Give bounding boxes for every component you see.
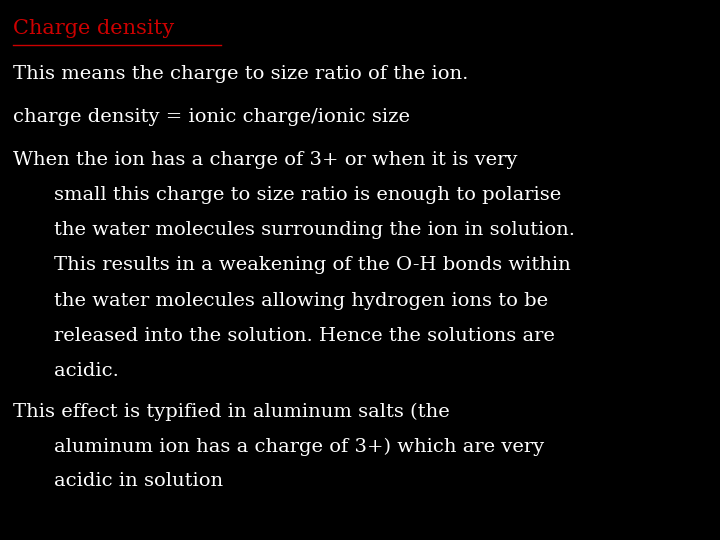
Text: acidic in solution: acidic in solution bbox=[54, 472, 223, 490]
Text: released into the solution. Hence the solutions are: released into the solution. Hence the so… bbox=[54, 327, 555, 345]
Text: Charge density: Charge density bbox=[13, 19, 174, 38]
Text: This results in a weakening of the O-H bonds within: This results in a weakening of the O-H b… bbox=[54, 256, 571, 274]
Text: the water molecules surrounding the ion in solution.: the water molecules surrounding the ion … bbox=[54, 221, 575, 239]
Text: the water molecules allowing hydrogen ions to be: the water molecules allowing hydrogen io… bbox=[54, 292, 548, 309]
Text: acidic.: acidic. bbox=[54, 362, 119, 380]
Text: small this charge to size ratio is enough to polarise: small this charge to size ratio is enoug… bbox=[54, 186, 562, 204]
Text: charge density = ionic charge/ionic size: charge density = ionic charge/ionic size bbox=[13, 108, 410, 126]
Text: This means the charge to size ratio of the ion.: This means the charge to size ratio of t… bbox=[13, 65, 468, 83]
Text: This effect is typified in aluminum salts (the: This effect is typified in aluminum salt… bbox=[13, 402, 450, 421]
Text: aluminum ion has a charge of 3+) which are very: aluminum ion has a charge of 3+) which a… bbox=[54, 437, 544, 456]
Text: When the ion has a charge of 3+ or when it is very: When the ion has a charge of 3+ or when … bbox=[13, 151, 518, 169]
